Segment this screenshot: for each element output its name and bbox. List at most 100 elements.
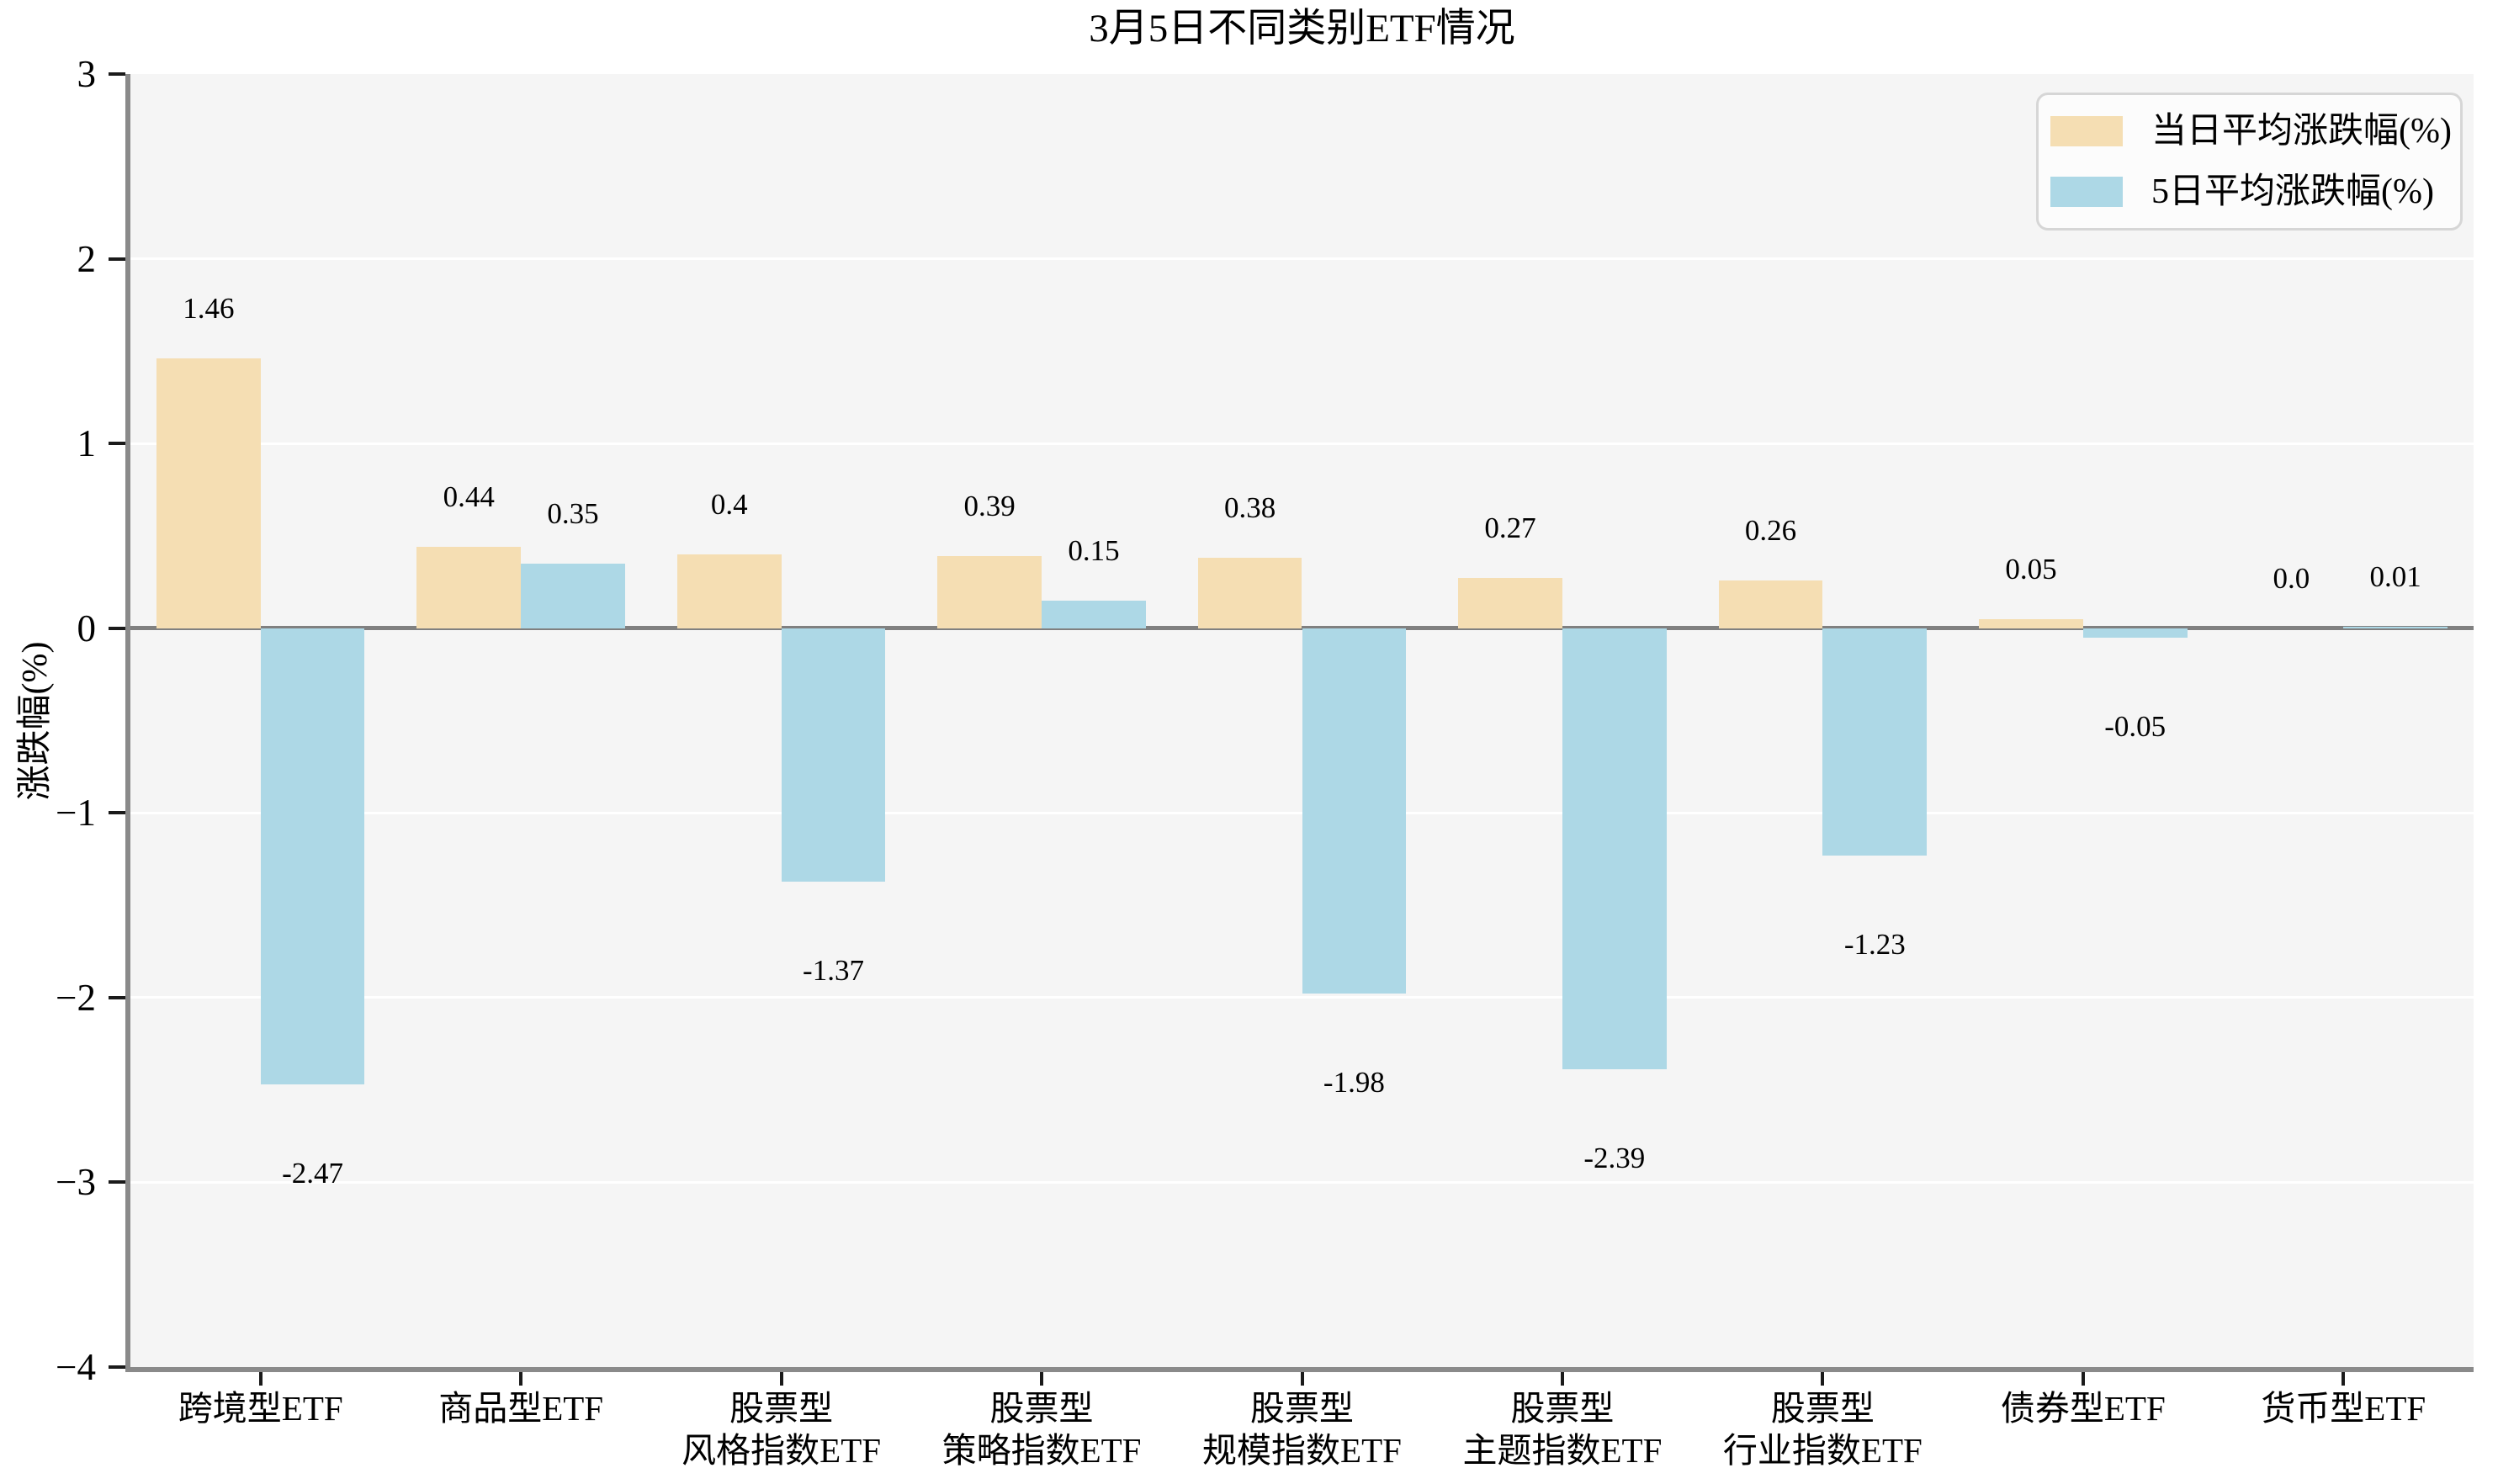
x-category-label-line: 主题指数ETF bbox=[1462, 1431, 1663, 1470]
legend-item-daily: 当日平均涨跌幅(%) bbox=[2050, 101, 2452, 162]
y-tick-label--4: −4 bbox=[56, 1346, 96, 1388]
x-category-label-5: 股票型 主题指数ETF bbox=[1411, 1387, 1714, 1471]
x-category-label-line: 风格指数ETF bbox=[682, 1431, 882, 1470]
bar-label-daily-4: 0.38 bbox=[1223, 491, 1276, 525]
x-category-label-4: 股票型 规模指数ETF bbox=[1151, 1387, 1454, 1471]
x-category-label-3: 股票型 策略指数ETF bbox=[890, 1387, 1193, 1471]
bar-5day-5 bbox=[1562, 628, 1667, 1070]
x-category-label-0: 跨境型ETF bbox=[109, 1387, 412, 1429]
bar-label-5day-4: -1.98 bbox=[1323, 1066, 1385, 1100]
legend-swatch-daily bbox=[2050, 116, 2123, 146]
x-tick-2 bbox=[779, 1372, 783, 1386]
bar-daily-6 bbox=[1718, 580, 1823, 628]
gridline-y2 bbox=[130, 257, 2474, 261]
y-tick-1 bbox=[109, 442, 125, 446]
bar-label-5day-5: -2.39 bbox=[1583, 1142, 1646, 1175]
x-category-label-8: 货币型ETF bbox=[2192, 1387, 2495, 1429]
x-tick-1 bbox=[519, 1372, 523, 1386]
gridline-y-3 bbox=[130, 1180, 2474, 1184]
gridline-y-2 bbox=[130, 996, 2474, 999]
x-category-label-line: 规模指数ETF bbox=[1202, 1431, 1402, 1470]
x-tick-4 bbox=[1300, 1372, 1304, 1386]
x-category-label-line: 股票型 bbox=[1250, 1389, 1354, 1428]
bar-label-5day-0: -2.47 bbox=[282, 1157, 344, 1190]
x-category-label-2: 股票型 风格指数ETF bbox=[630, 1387, 933, 1471]
x-tick-5 bbox=[1560, 1372, 1564, 1386]
x-tick-8 bbox=[2342, 1372, 2346, 1386]
bar-label-daily-5: 0.27 bbox=[1484, 511, 1536, 545]
plot-area: 3 2 1 0 −1 −2 −3 −4 1.46 0.44 0.4 0.39 0.38 0.27 0.26 0… bbox=[56, 53, 2474, 1470]
bar-label-daily-6: 0.26 bbox=[1744, 513, 1797, 547]
bar-5day-3 bbox=[1042, 600, 1146, 628]
x-category-label-line: 股票型 bbox=[1510, 1389, 1615, 1428]
y-tick-3 bbox=[109, 72, 125, 76]
x-tick-6 bbox=[1821, 1372, 1825, 1386]
x-tick-3 bbox=[1040, 1372, 1044, 1386]
y-tick--1 bbox=[109, 811, 125, 815]
x-category-label-line: 跨境型ETF bbox=[178, 1389, 343, 1428]
x-tick-0 bbox=[258, 1372, 263, 1386]
x-category-label-line: 股票型 bbox=[729, 1389, 834, 1428]
legend: 当日平均涨跌幅(%) 5日平均涨跌幅(%) bbox=[2036, 93, 2463, 231]
x-category-label-1: 商品型ETF bbox=[369, 1387, 672, 1429]
x-category-label-line: 股票型 bbox=[1770, 1389, 1875, 1428]
bar-5day-6 bbox=[1822, 628, 1928, 856]
x-category-label-7: 债券型ETF bbox=[1932, 1387, 2235, 1429]
y-tick-label-2: 2 bbox=[77, 237, 97, 280]
bar-daily-7 bbox=[1979, 618, 2083, 628]
y-tick-label--3: −3 bbox=[56, 1161, 96, 1204]
y-tick-2 bbox=[109, 257, 125, 261]
x-category-label-6: 股票型 行业指数ETF bbox=[1671, 1387, 1974, 1471]
bar-5day-1 bbox=[521, 563, 625, 628]
bar-label-5day-6: -1.23 bbox=[1843, 927, 1906, 961]
bar-label-daily-1: 0.44 bbox=[443, 480, 495, 514]
y-tick-label-1: 1 bbox=[77, 422, 97, 465]
y-tick-label-3: 3 bbox=[77, 53, 97, 95]
bar-5day-8 bbox=[2343, 626, 2448, 628]
bar-label-5day-8: 0.01 bbox=[2369, 559, 2421, 593]
bar-5day-0 bbox=[260, 628, 365, 1085]
bar-daily-2 bbox=[676, 554, 782, 628]
bar-daily-4 bbox=[1197, 558, 1302, 628]
y-tick-label--1: −1 bbox=[56, 792, 96, 835]
chart-title: 3月5日不同类别ETF情况 bbox=[1089, 7, 1515, 50]
y-tick--4 bbox=[109, 1365, 125, 1369]
bar-label-5day-2: -1.37 bbox=[803, 953, 864, 987]
y-tick--3 bbox=[109, 1180, 125, 1185]
legend-item-5day: 5日平均涨跌幅(%) bbox=[2050, 162, 2448, 222]
bar-label-5day-7: -0.05 bbox=[2104, 709, 2167, 743]
bar-5day-2 bbox=[781, 628, 886, 882]
bar-label-daily-3: 0.39 bbox=[963, 490, 1016, 523]
bar-5day-4 bbox=[1302, 628, 1407, 994]
bar-daily-0 bbox=[156, 358, 261, 628]
bar-5day-7 bbox=[2082, 628, 2188, 638]
bar-label-5day-1: 0.35 bbox=[547, 496, 599, 530]
x-category-label-line: 债券型ETF bbox=[2000, 1389, 2166, 1428]
x-category-label-line: 股票型 bbox=[989, 1389, 1094, 1428]
y-tick--2 bbox=[109, 995, 125, 999]
bar-label-daily-0: 1.46 bbox=[183, 292, 235, 326]
y-axis-label: 涨跌幅(%) bbox=[16, 641, 55, 801]
bar-daily-5 bbox=[1458, 578, 1562, 628]
bar-daily-3 bbox=[937, 556, 1042, 628]
gridline-y1 bbox=[130, 442, 2474, 445]
bar-label-daily-7: 0.05 bbox=[2005, 552, 2057, 586]
y-tick-0 bbox=[109, 626, 125, 630]
x-category-label-line: 商品型ETF bbox=[438, 1389, 604, 1428]
legend-label-5day: 5日平均涨跌幅(%) bbox=[2151, 172, 2434, 211]
bar-label-daily-8: 0.0 bbox=[2273, 561, 2310, 595]
y-tick-label-0: 0 bbox=[77, 607, 97, 649]
x-axis-spine bbox=[125, 1367, 2474, 1372]
y-tick-label--2: −2 bbox=[56, 976, 96, 1019]
bar-label-5day-3: 0.15 bbox=[1068, 533, 1120, 567]
x-category-label-line: 货币型ETF bbox=[2261, 1389, 2426, 1428]
legend-swatch-5day bbox=[2050, 177, 2123, 207]
y-axis-spine bbox=[125, 74, 130, 1372]
bar-daily-1 bbox=[416, 547, 522, 628]
bar-label-daily-2: 0.4 bbox=[710, 487, 748, 521]
x-category-label-line: 策略指数ETF bbox=[941, 1431, 1142, 1470]
legend-label-daily: 当日平均涨跌幅(%) bbox=[2151, 112, 2452, 151]
x-tick-7 bbox=[2081, 1372, 2085, 1386]
x-category-label-line: 行业指数ETF bbox=[1722, 1431, 1923, 1470]
